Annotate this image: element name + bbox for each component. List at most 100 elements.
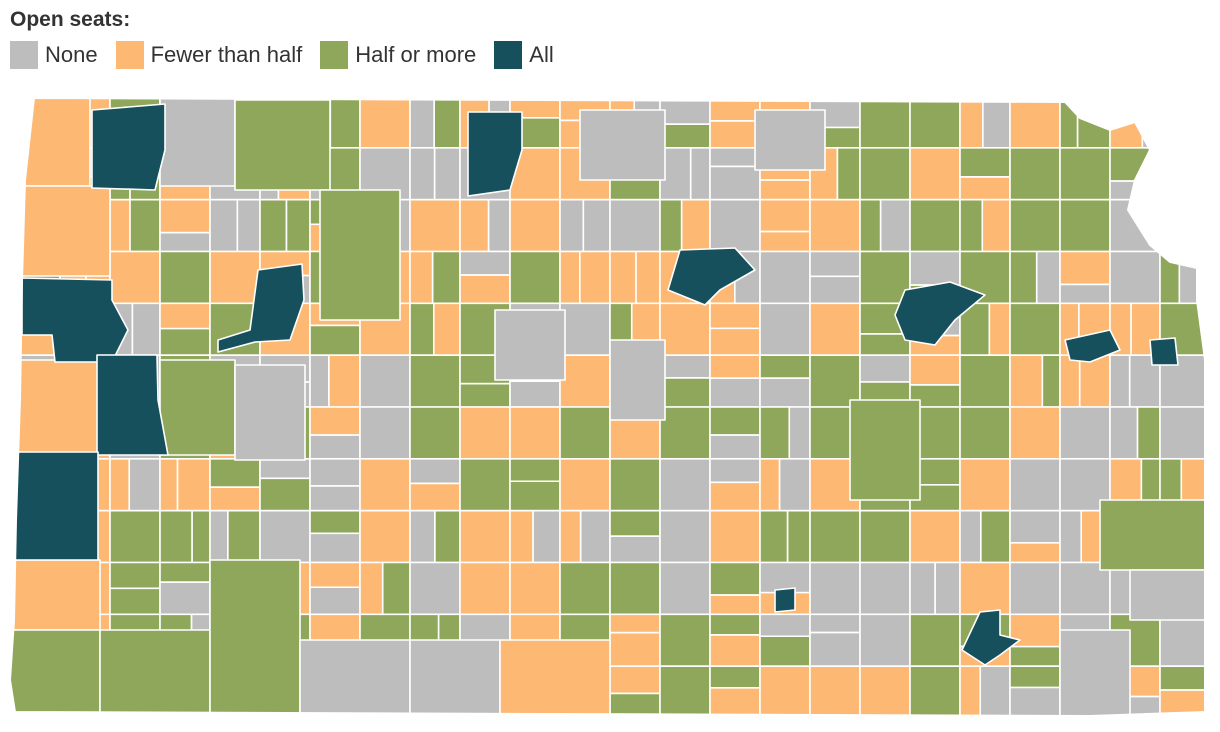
district-fewer (909, 354, 961, 386)
district-none (1159, 613, 1205, 667)
district-half (959, 354, 1011, 408)
district-none (809, 250, 861, 278)
district-half (609, 561, 661, 616)
district-half (859, 98, 911, 149)
district-fewer (859, 665, 911, 716)
district-none (299, 639, 411, 716)
district-none (982, 98, 1011, 149)
district-half (1041, 354, 1061, 408)
district-half (609, 458, 661, 512)
district-none (879, 198, 911, 253)
district-none (659, 458, 711, 512)
district-fewer (609, 631, 661, 667)
district-none (487, 198, 511, 253)
district-half (1009, 147, 1061, 201)
district-none (909, 561, 936, 616)
district-fewer (432, 302, 461, 356)
legend-label-all: All (529, 42, 554, 67)
district-none (409, 561, 461, 616)
district-none (309, 354, 330, 408)
district-half (1059, 147, 1111, 201)
district-none (409, 147, 436, 201)
district-fewer (209, 250, 261, 305)
district-half (709, 613, 761, 636)
district-fewer (759, 665, 811, 716)
district-all (217, 263, 305, 353)
district-half (433, 98, 461, 149)
district-all (667, 247, 756, 306)
district-half (191, 509, 211, 564)
district-none (609, 339, 666, 421)
state-outline (8, 96, 1206, 718)
district-none (979, 665, 1011, 716)
district-half (109, 561, 161, 590)
district-fewer (609, 665, 661, 695)
district-fewer (359, 98, 411, 149)
district-none (532, 509, 561, 564)
district-half (709, 561, 761, 596)
district-half (849, 399, 921, 501)
district-none (236, 198, 261, 253)
district-fewer (459, 198, 490, 253)
district-half (159, 509, 193, 564)
district-none (859, 613, 911, 667)
district-fewer (809, 665, 861, 716)
district-half (1009, 665, 1061, 689)
district-half (959, 198, 984, 253)
district-none (259, 509, 311, 564)
district-none (959, 509, 982, 564)
district-fewer (309, 406, 361, 436)
district-fewer (635, 250, 661, 305)
district-half (234, 99, 331, 191)
district-half (1099, 499, 1205, 571)
district-half (609, 509, 661, 538)
district-half (329, 98, 361, 149)
district-half (509, 458, 561, 483)
district-half (209, 559, 301, 716)
legend-swatch-half-or-more (320, 41, 349, 69)
district-fewer (159, 458, 179, 512)
district-half (109, 587, 161, 616)
district-fewer (559, 354, 611, 408)
district-none (609, 535, 661, 564)
district-fewer (109, 458, 131, 512)
district-half (109, 509, 161, 564)
district-fewer (1009, 98, 1061, 149)
district-fewer (109, 250, 161, 305)
district-half (909, 98, 961, 149)
district-none (459, 250, 511, 276)
district-none (609, 198, 661, 253)
district-none (809, 275, 861, 305)
district-half (1136, 406, 1161, 460)
district-half (159, 250, 211, 305)
district-none (1009, 509, 1061, 544)
district-half (1059, 98, 1079, 149)
district-none (159, 98, 236, 187)
district-half (259, 477, 311, 512)
district-none (309, 458, 361, 487)
legend-item-half-or-more: Half or more (320, 41, 476, 69)
legend-swatch-all (494, 41, 523, 69)
district-none (509, 380, 561, 408)
legend-label-half-or-more: Half or more (355, 42, 477, 67)
district-half (459, 458, 511, 512)
district-fewer (559, 509, 582, 564)
district-none (209, 198, 239, 253)
district-fewer (981, 198, 1011, 253)
district-none (689, 147, 711, 201)
district-half (159, 561, 211, 584)
legend-item-all: All (494, 41, 554, 69)
district-fewer (409, 250, 434, 305)
district-none (409, 509, 436, 564)
district-half (859, 198, 882, 253)
district-none (579, 109, 666, 181)
district-fewer (709, 594, 761, 616)
district-fewer (509, 406, 561, 460)
district-fewer (10, 98, 91, 187)
district-none (659, 509, 711, 564)
district-fewer (409, 482, 461, 512)
district-fewer (359, 458, 411, 512)
district-fewer (809, 198, 861, 253)
district-half (409, 302, 435, 356)
district-half (859, 147, 911, 201)
